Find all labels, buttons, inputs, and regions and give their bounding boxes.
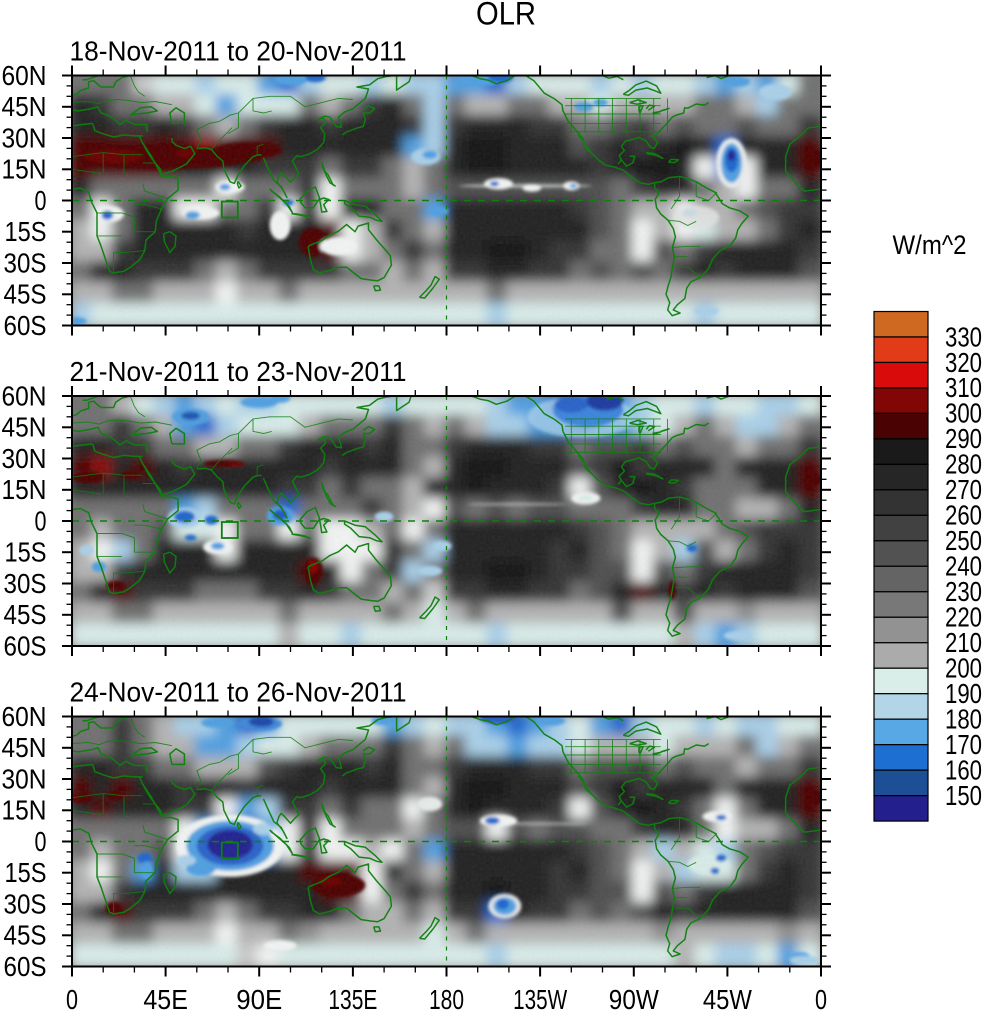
svg-text:240: 240 bbox=[945, 551, 982, 582]
svg-text:21-Nov-2011 to 23-Nov-2011: 21-Nov-2011 to 23-Nov-2011 bbox=[70, 356, 407, 387]
svg-text:15S: 15S bbox=[5, 857, 47, 888]
svg-text:45N: 45N bbox=[2, 91, 47, 122]
svg-text:230: 230 bbox=[945, 576, 982, 607]
svg-text:45W: 45W bbox=[703, 984, 752, 1014]
svg-text:24-Nov-2011 to 26-Nov-2011: 24-Nov-2011 to 26-Nov-2011 bbox=[70, 677, 407, 708]
svg-text:30N: 30N bbox=[2, 443, 47, 474]
svg-text:270: 270 bbox=[945, 474, 982, 505]
svg-text:45N: 45N bbox=[2, 732, 47, 763]
svg-text:0: 0 bbox=[815, 984, 827, 1014]
svg-text:300: 300 bbox=[945, 398, 982, 429]
svg-text:30N: 30N bbox=[2, 763, 47, 794]
svg-text:250: 250 bbox=[945, 525, 982, 556]
svg-text:60N: 60N bbox=[2, 60, 47, 91]
svg-text:60S: 60S bbox=[4, 310, 47, 341]
svg-text:30S: 30S bbox=[4, 888, 47, 919]
svg-text:330: 330 bbox=[945, 321, 982, 352]
svg-text:45N: 45N bbox=[2, 412, 47, 443]
svg-text:260: 260 bbox=[945, 500, 982, 531]
svg-text:135E: 135E bbox=[328, 984, 377, 1014]
svg-text:90E: 90E bbox=[236, 984, 282, 1014]
svg-text:30S: 30S bbox=[4, 568, 47, 599]
svg-text:90W: 90W bbox=[609, 984, 659, 1014]
svg-text:280: 280 bbox=[945, 449, 982, 480]
svg-text:210: 210 bbox=[945, 627, 982, 658]
svg-text:60S: 60S bbox=[4, 630, 47, 661]
svg-text:135W: 135W bbox=[513, 984, 567, 1014]
svg-text:190: 190 bbox=[945, 678, 982, 709]
svg-text:60N: 60N bbox=[2, 701, 47, 732]
svg-text:310: 310 bbox=[945, 372, 982, 403]
svg-text:OLR: OLR bbox=[476, 0, 536, 32]
svg-text:18-Nov-2011 to 20-Nov-2011: 18-Nov-2011 to 20-Nov-2011 bbox=[70, 36, 407, 67]
svg-text:15N: 15N bbox=[2, 154, 47, 185]
svg-text:0: 0 bbox=[35, 826, 47, 857]
svg-text:45S: 45S bbox=[4, 920, 47, 951]
svg-text:15N: 15N bbox=[2, 795, 47, 826]
svg-text:170: 170 bbox=[945, 729, 982, 760]
svg-text:0: 0 bbox=[35, 505, 47, 536]
svg-text:290: 290 bbox=[945, 423, 982, 454]
svg-text:15N: 15N bbox=[2, 474, 47, 505]
svg-text:180: 180 bbox=[945, 704, 982, 735]
svg-text:220: 220 bbox=[945, 602, 982, 633]
svg-text:15S: 15S bbox=[5, 537, 47, 568]
svg-text:45E: 45E bbox=[143, 984, 188, 1014]
svg-text:45S: 45S bbox=[4, 599, 47, 630]
svg-text:160: 160 bbox=[945, 754, 982, 785]
svg-text:320: 320 bbox=[945, 347, 982, 378]
svg-text:200: 200 bbox=[945, 653, 982, 684]
svg-text:60N: 60N bbox=[2, 380, 47, 411]
svg-text:0: 0 bbox=[66, 984, 78, 1014]
svg-text:45S: 45S bbox=[4, 279, 47, 310]
svg-text:180: 180 bbox=[429, 984, 464, 1014]
svg-text:0: 0 bbox=[35, 185, 47, 216]
svg-text:30N: 30N bbox=[2, 122, 47, 153]
svg-text:60S: 60S bbox=[4, 951, 47, 982]
svg-text:30S: 30S bbox=[4, 247, 47, 278]
svg-text:150: 150 bbox=[945, 780, 982, 811]
svg-text:W/m^2: W/m^2 bbox=[893, 230, 967, 260]
svg-text:15S: 15S bbox=[5, 216, 47, 247]
